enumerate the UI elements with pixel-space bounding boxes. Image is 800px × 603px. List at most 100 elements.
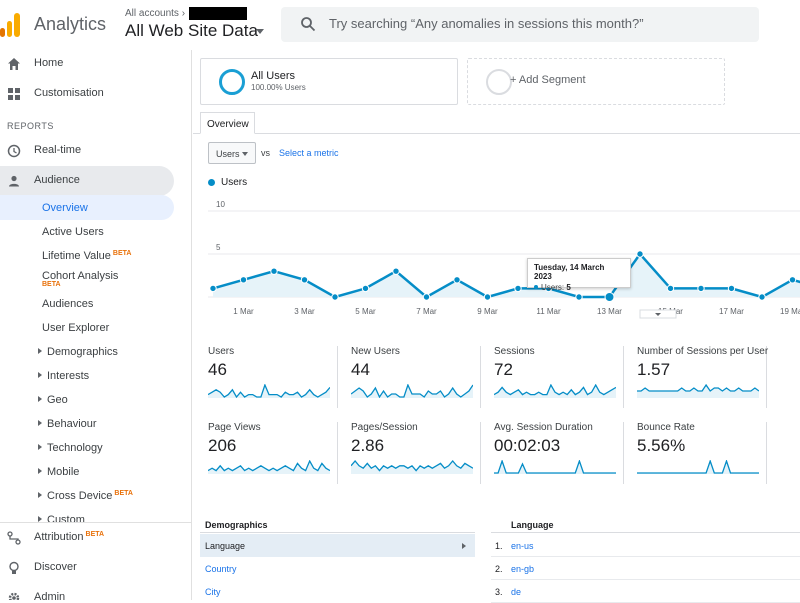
sparkline-line [208,384,330,398]
analytics-logo-icon [0,13,22,37]
segment-title: All Users [251,70,296,82]
vs-label: vs [261,148,270,158]
segment-all-users[interactable]: All Users 100.00% Users [200,58,458,105]
sidebar-item-interests[interactable]: Interests [38,370,89,382]
sidebar-item-cross-device[interactable]: Cross Device BETA [38,490,133,502]
data-point [666,284,675,293]
metric-card-sessions[interactable]: Sessions 72 [486,346,624,408]
sidebar-item-technology[interactable]: Technology [38,442,103,454]
x-tick-label: 19 Mar [780,307,800,316]
x-tick-label: 3 Mar [294,307,315,316]
sidebar-item-behaviour[interactable]: Behaviour [38,418,97,430]
tab-divider [193,133,800,134]
sidebar-footer [0,522,191,600]
table-row[interactable]: 2. en-gb [491,557,800,580]
sidebar-item-overview[interactable]: Overview [42,202,88,214]
sidebar-item-cohort-analysis[interactable]: Cohort Analysis [42,270,119,282]
chart-tooltip: Tuesday, 14 March 2023 Users: 5 [527,258,631,292]
expand-arrow-icon [38,396,42,402]
x-tick-label: 11 Mar [536,307,561,316]
audience-highlight [0,166,174,196]
sidebar-item-customisation[interactable]: Customisation [0,80,191,108]
demographics-item-language[interactable]: Language [200,534,475,557]
data-point [422,293,431,301]
metric-card-new-users[interactable]: New Users 44 [343,346,481,408]
y-tick-label: 5 [216,243,221,252]
tooltip-date: Tuesday, 14 March 2023 [534,263,605,281]
x-tick-label: 13 Mar [597,307,622,316]
sidebar-item-admin[interactable]: Admin [0,584,191,600]
data-point [575,293,583,301]
add-segment-label: + Add Segment [510,74,586,86]
view-selector[interactable]: All Web Site Data [125,21,258,40]
demographics-item-country[interactable]: Country [205,564,237,574]
x-tick-label: 5 Mar [355,307,376,316]
tooltip-value: Users: 5 [534,283,624,292]
metric-card-pages-per-session[interactable]: Pages/Session 2.86 [343,422,481,484]
search-icon [301,17,316,32]
sidebar-item-discover[interactable]: Discover [0,554,191,582]
reports-heading: REPORTS [7,121,54,131]
expand-arrow-icon [38,444,42,450]
users-line-chart[interactable]: 10 5 1 Mar 3 Mar 5 Mar 7 Mar 9 Mar 11 Mar 13 Mar… [193,190,800,330]
home-icon [8,58,20,70]
metric-dropdown[interactable]: Users [208,142,256,164]
table-divider [491,532,800,533]
sparkline [494,460,616,474]
metric-card-sessions-per-user[interactable]: Number of Sessions per User 1.57 [629,346,768,408]
y-tick-label: 10 [216,200,225,209]
sparkline [351,460,473,474]
sparkline [351,384,473,398]
sparkline [637,460,759,474]
main-content: All Users 100.00% Users + Add Segment Ov… [193,50,800,603]
expand-arrow-icon [38,348,42,354]
sidebar-item-realtime[interactable]: Real-time [0,137,191,165]
data-point [758,293,766,301]
data-point [209,284,217,293]
table-row[interactable]: 1. en-us [491,534,800,557]
sparkline-line [494,384,616,396]
expand-arrow-icon [38,492,42,498]
beta-badge: BETA [112,250,132,257]
metric-card-bounce-rate[interactable]: Bounce Rate 5.56% [629,422,767,484]
demographics-item-city[interactable]: City [205,587,221,597]
sparkline-area [208,461,330,474]
search-bar[interactable]: Try searching “Any anomalies in sessions… [281,7,759,42]
select-metric-link[interactable]: Select a metric [279,148,339,158]
search-placeholder[interactable]: Try searching “Any anomalies in sessions… [329,16,644,31]
beta-badge: BETA [85,531,105,538]
sparkline-area [637,461,759,474]
data-point [331,293,339,301]
sidebar-item-lifetime-value[interactable]: Lifetime Value BETA [42,250,132,262]
app-name: Analytics [34,14,107,34]
data-point [239,276,248,284]
tab-overview[interactable]: Overview [200,112,255,134]
metric-card-avg-session-duration[interactable]: Avg. Session Duration 00:02:03 [486,422,624,484]
sidebar-item-geo[interactable]: Geo [38,394,68,406]
data-point [392,267,400,275]
legend-label: Users [221,177,248,188]
series-area [213,254,800,297]
dashboard-icon [8,88,20,100]
sidebar-item-home[interactable]: Home [0,50,191,78]
sidebar-item-demographics[interactable]: Demographics [38,346,118,358]
sidebar-item-mobile[interactable]: Mobile [38,466,79,478]
sidebar: Home Customisation REPORTS Real-time Aud… [0,50,192,600]
all-accounts-link[interactable]: All accounts › [125,8,186,19]
sidebar-item-attribution[interactable]: Attribution BETA [0,524,191,552]
view-dropdown-icon[interactable] [256,29,264,34]
demographics-heading: Demographics [205,520,268,530]
data-point [361,284,370,293]
data-point [270,267,278,275]
add-segment-button[interactable]: + Add Segment [467,58,725,105]
sidebar-item-audiences[interactable]: Audiences [42,298,94,310]
sidebar-item-audience[interactable]: Audience [0,167,191,195]
metric-card-users[interactable]: Users 46 [200,346,338,408]
metric-card-page-views[interactable]: Page Views 206 [200,422,338,484]
data-point [514,284,522,293]
sidebar-item-active-users[interactable]: Active Users [42,226,104,238]
sparkline-line [208,460,330,472]
data-point [727,284,736,293]
sidebar-item-user-explorer[interactable]: User Explorer [42,322,110,334]
top-bar: Analytics All accounts › All Web Site Da… [0,0,800,50]
